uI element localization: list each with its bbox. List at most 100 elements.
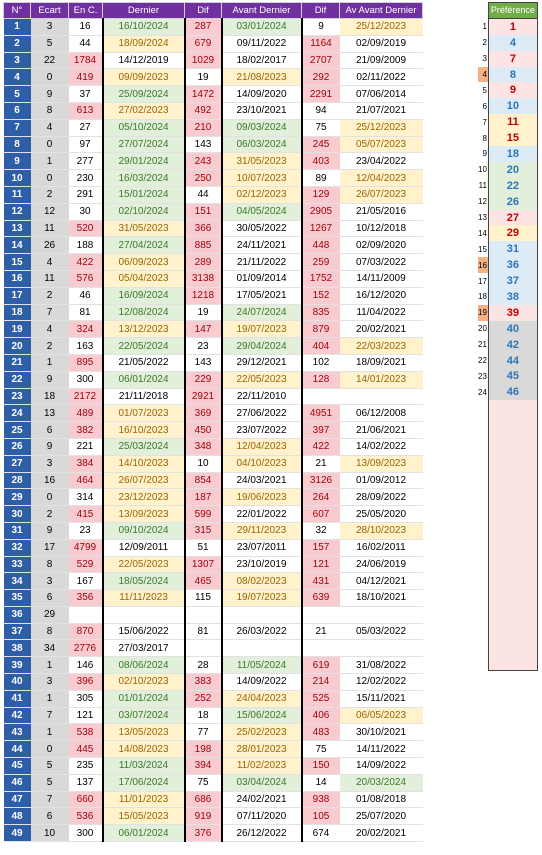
dif-1-cell[interactable]: 287 — [184, 18, 222, 36]
row-number[interactable]: 34 — [3, 572, 31, 591]
dif-1-cell[interactable]: 1218 — [184, 287, 222, 305]
table-row[interactable]: 3 22 1784 14/12/2019 1029 18/02/2017 2707 21/09… — [3, 52, 423, 70]
dif-1-cell[interactable]: 77 — [184, 723, 222, 742]
row-number[interactable]: 3 — [3, 52, 31, 70]
dif-1-cell[interactable]: 243 — [184, 152, 222, 171]
dif-1-cell[interactable]: 143 — [184, 136, 222, 154]
dif-1-cell[interactable]: 210 — [184, 119, 222, 137]
dif-2-cell[interactable]: 2707 — [301, 52, 340, 70]
preference-value[interactable]: 45 — [487, 368, 538, 385]
en-cours-cell[interactable]: 235 — [68, 757, 103, 775]
preference-value[interactable]: 20 — [487, 161, 538, 178]
row-number[interactable]: 7 — [3, 119, 31, 137]
ecart-cell[interactable]: 34 — [30, 639, 69, 658]
ecart-cell[interactable]: 4 — [30, 119, 69, 137]
avant-dernier-cell[interactable]: 22/01/2022 — [220, 505, 303, 523]
table-row[interactable]: 9 1 277 29/01/2024 243 31/05/2023 403 23/04/202… — [3, 152, 423, 171]
en-cours-cell[interactable]: 37 — [68, 85, 103, 103]
table-row[interactable]: 12 12 30 02/10/2024 151 04/05/2024 2905 21/05/2… — [3, 203, 423, 221]
row-number[interactable]: 47 — [3, 791, 31, 809]
en-cours-cell[interactable]: 163 — [68, 337, 103, 355]
dernier-cell[interactable]: 12/09/2011 — [101, 539, 186, 557]
table-row[interactable]: 31 9 23 09/10/2024 315 29/11/2023 32 28/10/2023 — [3, 522, 423, 540]
dif-1-cell[interactable]: 492 — [184, 102, 222, 120]
dif-2-cell[interactable] — [301, 639, 340, 658]
dernier-cell[interactable]: 02/10/2023 — [101, 673, 186, 691]
avant-dernier-cell[interactable]: 28/01/2023 — [220, 740, 303, 759]
ecart-cell[interactable]: 3 — [30, 572, 69, 591]
dif-1-cell[interactable]: 115 — [184, 589, 222, 607]
en-cours-cell[interactable]: 44 — [68, 35, 103, 53]
dif-2-cell[interactable]: 152 — [301, 287, 340, 305]
row-number[interactable]: 11 — [3, 186, 31, 204]
dernier-cell[interactable]: 13/09/2023 — [101, 505, 186, 523]
dif-2-cell[interactable]: 404 — [301, 337, 340, 355]
table-row[interactable]: 20 2 163 22/05/2024 23 29/04/2024 404 22/03/202… — [3, 337, 423, 355]
table-row[interactable]: 41 1 305 01/01/2024 252 24/04/2023 525 15/11/20… — [3, 690, 423, 708]
dernier-cell[interactable]: 15/06/2022 — [101, 623, 186, 641]
dif-2-cell[interactable]: 639 — [301, 589, 340, 607]
en-cours-cell[interactable]: 16 — [68, 18, 103, 36]
dernier-cell[interactable]: 25/03/2024 — [101, 438, 186, 456]
en-cours-cell[interactable]: 382 — [68, 421, 103, 439]
dernier-cell[interactable]: 06/01/2024 — [101, 824, 186, 843]
avant-dernier-cell[interactable]: 24/03/2021 — [220, 472, 303, 490]
en-cours-cell[interactable]: 291 — [68, 186, 103, 204]
en-cours-cell[interactable]: 27 — [68, 119, 103, 137]
preference-value[interactable]: 29 — [487, 225, 538, 242]
dernier-cell[interactable]: 05/04/2023 — [101, 270, 186, 288]
en-cours-cell[interactable]: 324 — [68, 320, 103, 339]
dernier-cell[interactable]: 16/10/2024 — [101, 18, 186, 36]
avant-dernier-cell[interactable]: 17/05/2021 — [220, 287, 303, 305]
dif-2-cell[interactable]: 483 — [301, 723, 340, 742]
av-avant-dernier-cell[interactable]: 05/07/2023 — [339, 136, 423, 154]
ecart-cell[interactable]: 4 — [30, 320, 69, 339]
en-cours-cell[interactable]: 81 — [68, 304, 103, 322]
table-row[interactable]: 23 18 2172 21/11/2018 2921 22/11/2010 — [3, 388, 423, 406]
row-number[interactable]: 28 — [3, 472, 31, 490]
avant-dernier-cell[interactable]: 09/03/2024 — [220, 119, 303, 137]
preference-empty-cell[interactable] — [487, 463, 538, 480]
dernier-cell[interactable]: 09/09/2023 — [101, 68, 186, 87]
dif-1-cell[interactable]: 75 — [184, 774, 222, 792]
row-number[interactable]: 43 — [3, 723, 31, 742]
dif-2-cell[interactable]: 422 — [301, 438, 340, 456]
dif-2-cell[interactable]: 129 — [301, 186, 340, 204]
dif-1-cell[interactable]: 315 — [184, 522, 222, 540]
preference-value[interactable]: 4 — [487, 34, 538, 51]
row-number[interactable]: 20 — [3, 337, 31, 355]
preference-empty-cell[interactable] — [487, 447, 538, 464]
dif-1-cell[interactable]: 450 — [184, 421, 222, 439]
dernier-cell[interactable] — [101, 606, 186, 624]
av-avant-dernier-cell[interactable]: 25/12/2023 — [339, 18, 423, 36]
dif-2-cell[interactable]: 157 — [301, 539, 340, 557]
ecart-cell[interactable]: 9 — [30, 85, 69, 103]
en-cours-cell[interactable]: 277 — [68, 152, 103, 171]
en-cours-cell[interactable]: 30 — [68, 203, 103, 221]
dif-2-cell[interactable]: 75 — [301, 119, 340, 137]
dif-2-cell[interactable]: 89 — [301, 169, 340, 187]
dernier-cell[interactable]: 17/06/2024 — [101, 774, 186, 792]
dif-2-cell[interactable]: 214 — [301, 673, 340, 691]
row-number[interactable]: 30 — [3, 505, 31, 523]
dernier-cell[interactable]: 26/07/2023 — [101, 472, 186, 490]
dif-2-cell[interactable]: 32 — [301, 522, 340, 540]
dernier-cell[interactable]: 27/02/2023 — [101, 102, 186, 120]
dernier-cell[interactable]: 02/10/2024 — [101, 203, 186, 221]
table-row[interactable]: 44 0 445 14/08/2023 198 28/01/2023 75 14/11/202… — [3, 740, 423, 759]
dif-2-cell[interactable]: 21 — [301, 455, 340, 473]
ecart-cell[interactable]: 3 — [30, 673, 69, 691]
en-cours-cell[interactable]: 4799 — [68, 539, 103, 557]
avant-dernier-cell[interactable]: 18/02/2017 — [220, 52, 303, 70]
col-header-dernier[interactable]: Dernier — [102, 2, 185, 19]
table-row[interactable]: 49 10 300 06/01/2024 376 26/12/2022 674 20/02/2… — [3, 824, 423, 843]
dernier-cell[interactable]: 31/05/2023 — [101, 220, 186, 238]
avant-dernier-cell[interactable]: 21/08/2023 — [220, 68, 303, 87]
avant-dernier-cell[interactable]: 21/11/2022 — [220, 253, 303, 271]
en-cours-cell[interactable]: 415 — [68, 505, 103, 523]
avant-dernier-cell[interactable]: 23/10/2021 — [220, 102, 303, 120]
ecart-cell[interactable]: 29 — [30, 606, 69, 624]
av-avant-dernier-cell[interactable]: 21/05/2016 — [339, 203, 423, 221]
dif-1-cell[interactable]: 18 — [184, 707, 222, 725]
ecart-cell[interactable]: 3 — [30, 455, 69, 473]
